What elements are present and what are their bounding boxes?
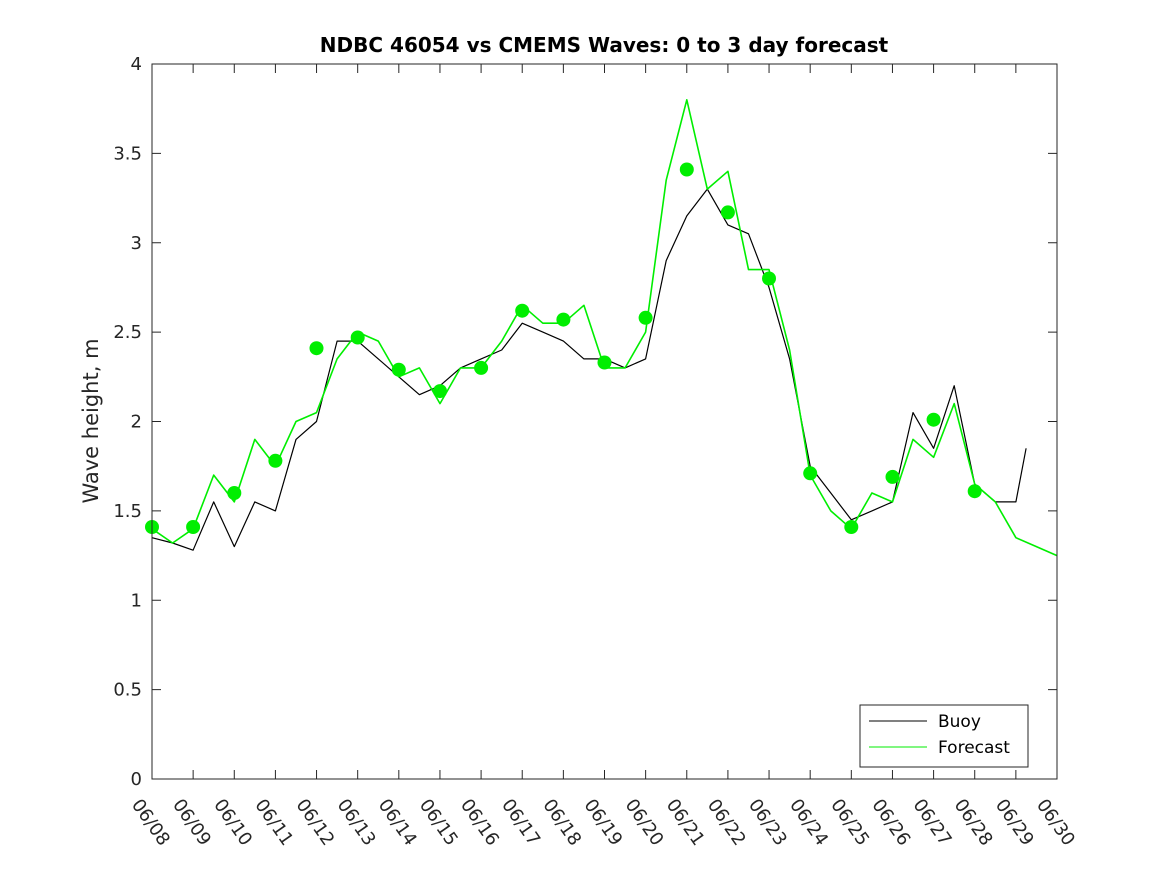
y-tick-label: 2 xyxy=(131,412,142,433)
forecast-marker xyxy=(638,310,653,325)
y-tick-label: 3 xyxy=(131,233,142,254)
legend-label-forecast: Forecast xyxy=(938,738,1010,758)
legend: Buoy Forecast xyxy=(859,704,1029,768)
y-tick-label: 4 xyxy=(131,54,142,75)
y-tick-label: 0 xyxy=(131,769,142,790)
forecast-marker xyxy=(679,162,694,177)
forecast-marker xyxy=(433,384,447,399)
y-tick-label: 2.5 xyxy=(113,322,142,343)
forecast-marker xyxy=(762,271,776,286)
forecast-marker xyxy=(926,412,941,427)
y-axis-label: Wave height, m xyxy=(79,338,103,503)
y-axis: 0 0.5 1 1.5 2 2.5 3 3.5 4 xyxy=(113,54,1057,790)
y-tick-label: 3.5 xyxy=(113,143,142,164)
y-tick-label: 0.5 xyxy=(113,680,142,701)
forecast-marker xyxy=(597,355,612,370)
legend-label-buoy: Buoy xyxy=(938,712,981,732)
forecast-marker xyxy=(720,205,735,220)
forecast-marker xyxy=(803,466,818,481)
forecast-marker xyxy=(186,520,201,534)
y-tick-label: 1.5 xyxy=(113,501,142,522)
forecast-marker xyxy=(556,312,571,327)
series-line-buoy xyxy=(151,188,1027,551)
forecast-marker xyxy=(967,484,982,499)
forecast-marker xyxy=(227,486,242,500)
forecast-marker xyxy=(844,520,859,534)
forecast-marker xyxy=(885,469,900,484)
y-tick-label: 1 xyxy=(131,590,142,611)
forecast-marker xyxy=(391,362,406,377)
chart-title: NDBC 46054 vs CMEMS Waves: 0 to 3 day fo… xyxy=(320,33,889,57)
forecast-marker xyxy=(350,330,365,345)
forecast-marker xyxy=(268,453,283,468)
forecast-marker xyxy=(309,341,324,356)
forecast-marker xyxy=(515,303,530,318)
forecast-marker xyxy=(474,360,489,375)
legend-box xyxy=(859,704,1029,768)
